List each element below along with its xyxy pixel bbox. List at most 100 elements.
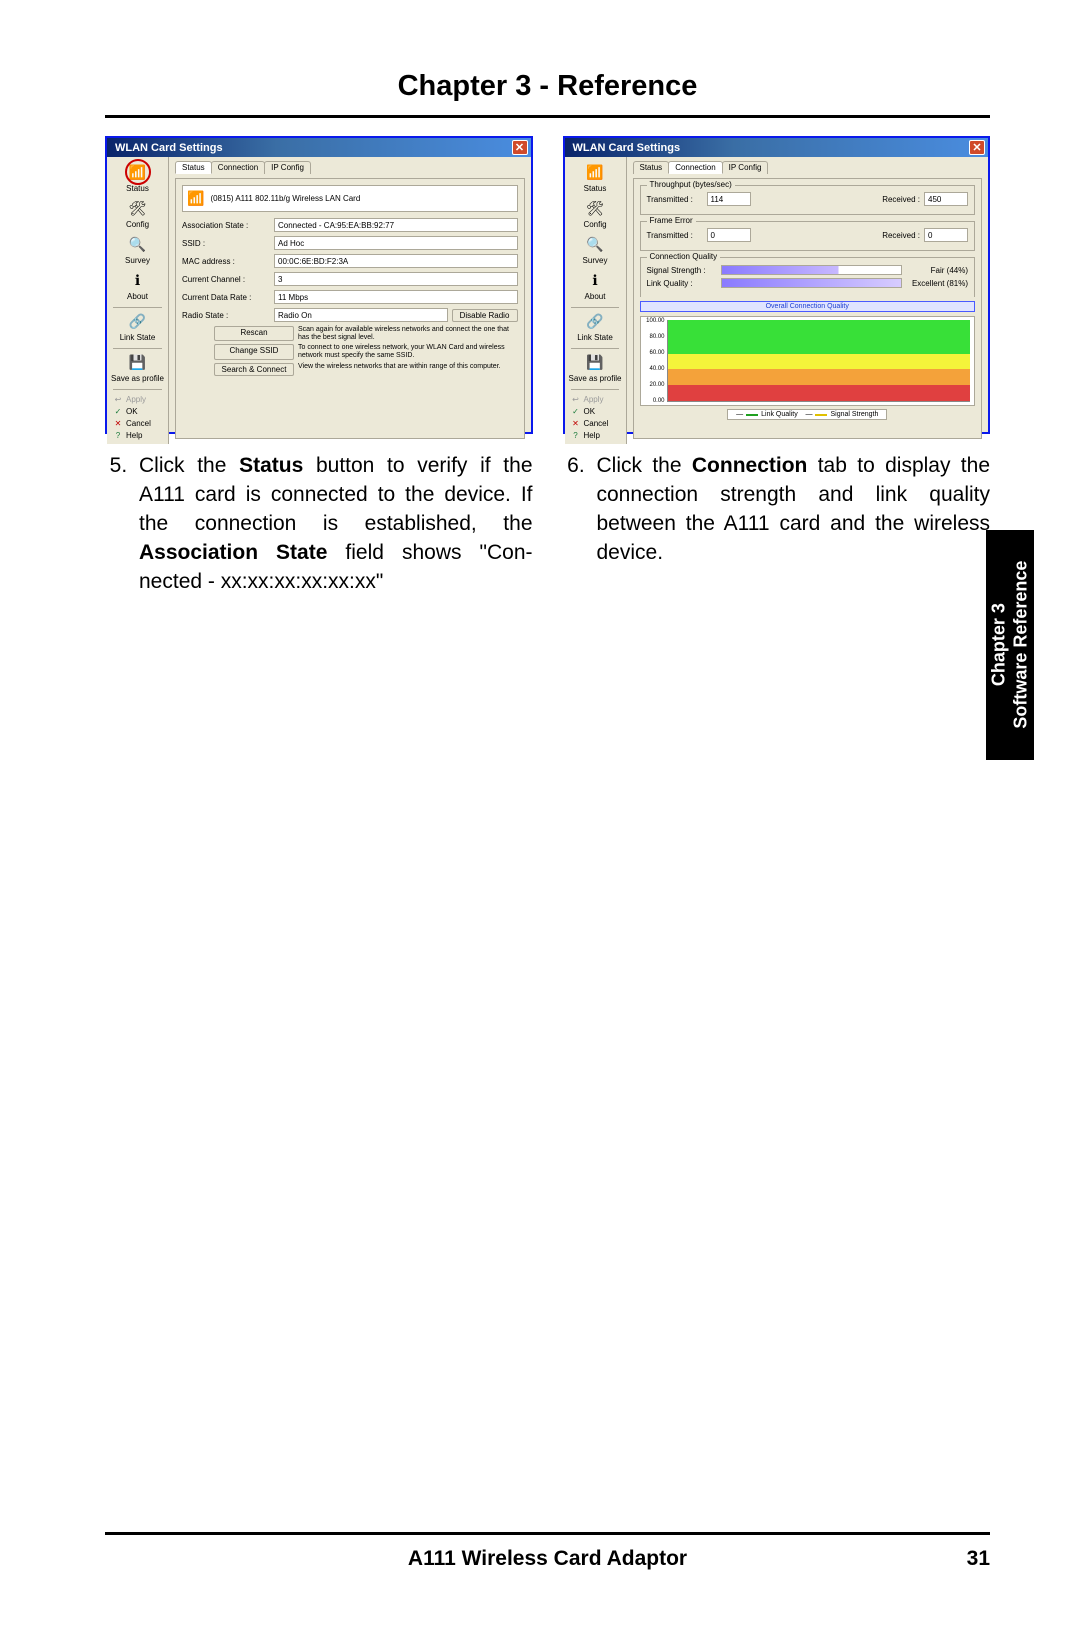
sidebar-item-about[interactable]: ℹAbout <box>127 269 149 301</box>
tx-value: 114 <box>707 192 751 206</box>
tab-ip-config[interactable]: IP Config <box>722 161 769 174</box>
tx-label: Transmitted : <box>647 231 703 240</box>
sidebar-label: Save as profile <box>569 374 622 383</box>
sidebar-item-survey[interactable]: 🔍Survey <box>125 233 150 265</box>
cmd-icon: ? <box>571 431 581 440</box>
sidebar-item-save-as-profile[interactable]: 💾Save as profile <box>111 351 164 383</box>
sidebar-label: Config <box>583 220 606 229</box>
step5-text: Click the <box>139 454 239 477</box>
cmd-label: OK <box>126 407 138 416</box>
cmd-apply: ↩Apply <box>565 395 626 404</box>
sidebar-item-save-as-profile[interactable]: 💾Save as profile <box>569 351 622 383</box>
tab-connection[interactable]: Connection <box>211 161 265 174</box>
page-number: 31 <box>950 1547 990 1571</box>
y-tick: 100.00 <box>643 318 665 324</box>
step5-bold2: Associa­tion State <box>139 541 327 564</box>
y-tick: 20.00 <box>643 382 665 388</box>
action-button-rescan[interactable]: Rescan <box>214 326 294 341</box>
sidebar-label: Status <box>584 184 607 193</box>
tab-ip-config[interactable]: IP Config <box>264 161 311 174</box>
legend-item: —Link Quality <box>736 411 798 418</box>
cmd-label: Help <box>126 431 142 440</box>
signal-strength-value: Fair (44%) <box>906 266 968 275</box>
sidebar-label: About <box>585 292 606 301</box>
legend-item: — Signal Strength <box>805 411 878 418</box>
legend-dash: — <box>805 411 812 418</box>
chart-band <box>668 369 971 385</box>
overall-quality-button[interactable]: Overall Connection Quality <box>640 301 976 312</box>
cmd-ok[interactable]: ✓OK <box>565 407 626 416</box>
close-icon[interactable]: ✕ <box>512 140 528 155</box>
step-5: Click the Status button to verify if the… <box>133 452 533 597</box>
tab-status[interactable]: Status <box>633 161 670 174</box>
cmd-help[interactable]: ?Help <box>107 431 168 440</box>
sidebar-item-status[interactable]: 📶Status <box>126 161 149 193</box>
sidebar-item-about[interactable]: ℹAbout <box>584 269 606 301</box>
rx-label: Received : <box>870 195 920 204</box>
radio-state-value: Radio On <box>274 308 448 322</box>
close-icon[interactable]: ✕ <box>969 140 985 155</box>
sidebar-icon: 🔍 <box>127 233 149 255</box>
sidebar-item-link-state[interactable]: 🔗Link State <box>120 310 156 342</box>
chart-band <box>668 320 971 336</box>
cmd-label: Cancel <box>584 419 609 428</box>
sidebar-item-status[interactable]: 📶Status <box>584 161 607 193</box>
fieldset-legend: Connection Quality <box>647 252 721 261</box>
legend-label: Signal Strength <box>830 411 878 418</box>
legend-swatch <box>815 414 827 416</box>
step-6: Click the Connection tab to dis­play the… <box>591 452 991 568</box>
window-title: WLAN Card Settings <box>573 142 681 154</box>
sidebar-label: Survey <box>583 256 608 265</box>
throughput-fieldset: Throughput (bytes/sec) Transmitted : 114… <box>640 185 976 215</box>
thumb-line2: Software Reference <box>1010 561 1030 729</box>
action-desc: Scan again for available wireless networ… <box>298 326 518 341</box>
disable-radio-button[interactable]: Disable Radio <box>452 309 518 322</box>
footer-title: A111 Wireless Card Adaptor <box>145 1547 950 1571</box>
sidebar-icon: 📶 <box>584 161 606 183</box>
tab-connection[interactable]: Connection <box>668 161 722 174</box>
sidebar-icon: 📶 <box>127 161 149 183</box>
sidebar-item-config[interactable]: 🛠Config <box>583 197 606 229</box>
cmd-cancel[interactable]: ✕Cancel <box>565 419 626 428</box>
sidebar-label: About <box>127 292 148 301</box>
rx-label: Received : <box>870 231 920 240</box>
sidebar-icon: 💾 <box>584 351 606 373</box>
field-value: Connected - CA:95:EA:BB:92:77 <box>274 218 518 232</box>
cmd-label: OK <box>584 407 596 416</box>
cmd-ok[interactable]: ✓OK <box>107 407 168 416</box>
cmd-cancel[interactable]: ✕Cancel <box>107 419 168 428</box>
cmd-icon: ✓ <box>113 407 123 416</box>
field-label: Association State : <box>182 221 274 230</box>
sidebar-icon: 🔗 <box>126 310 148 332</box>
chapter-title: Chapter 3 - Reference <box>105 70 990 103</box>
device-name-row: 📶 (0815) A111 802.11b/g Wireless LAN Car… <box>182 185 518 212</box>
y-tick: 0.00 <box>643 398 665 404</box>
action-desc: View the wireless networks that are with… <box>298 363 518 376</box>
field-value: 00:0C:6E:BD:F2:3A <box>274 254 518 268</box>
field-label: MAC address : <box>182 257 274 266</box>
legend-swatch <box>746 414 758 416</box>
sidebar-item-config[interactable]: 🛠Config <box>126 197 149 229</box>
card-icon: 📶 <box>187 190 204 207</box>
chart-band <box>668 336 971 354</box>
chart-band <box>668 385 971 401</box>
sidebar-icon: ℹ <box>584 269 606 291</box>
thumb-line1: Chapter 3 <box>988 603 1008 686</box>
cmd-icon: ✕ <box>113 419 123 428</box>
divider-bottom <box>105 1532 990 1535</box>
step6-bold1: Connection <box>692 454 808 477</box>
sidebar-item-link-state[interactable]: 🔗Link State <box>577 310 613 342</box>
action-button-change-ssid[interactable]: Change SSID <box>214 344 294 359</box>
chart-plot <box>667 320 971 402</box>
cmd-label: Apply <box>584 395 604 404</box>
window-title: WLAN Card Settings <box>115 142 223 154</box>
link-quality-bar <box>721 278 903 288</box>
field-label: SSID : <box>182 239 274 248</box>
sidebar-icon: 🛠 <box>584 197 606 219</box>
tab-status[interactable]: Status <box>175 161 212 174</box>
action-button-search-connect[interactable]: Search & Connect <box>214 363 294 376</box>
cmd-label: Cancel <box>126 419 151 428</box>
cmd-help[interactable]: ?Help <box>565 431 626 440</box>
sidebar-item-survey[interactable]: 🔍Survey <box>583 233 608 265</box>
device-name: (0815) A111 802.11b/g Wireless LAN Card <box>210 194 360 203</box>
